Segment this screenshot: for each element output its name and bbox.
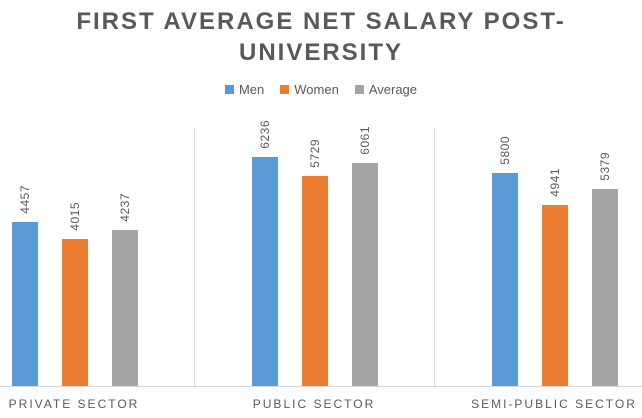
legend-label-average: Average — [368, 82, 418, 97]
legend-item-women: Women — [280, 82, 339, 97]
bar-average-public-sector — [352, 163, 378, 386]
legend-label-women: Women — [294, 82, 339, 97]
bar-men-private-sector — [12, 222, 38, 386]
category-divider — [194, 129, 195, 386]
data-label-women-private-sector: 4015 — [68, 202, 82, 231]
chart-title-line2: UNIVERSITY — [238, 39, 404, 66]
chart-title-line1: FIRST AVERAGE NET SALARY POST- — [76, 8, 566, 35]
data-label-women-semi-public-sector: 4941 — [548, 168, 562, 197]
category-label-public-sector: PUBLIC SECTOR — [252, 397, 376, 411]
bar-men-semi-public-sector — [492, 173, 518, 386]
legend-item-average: Average — [354, 82, 418, 97]
chart-title: FIRST AVERAGE NET SALARY POST- UNIVERSIT… — [0, 6, 642, 68]
legend-swatch-men-icon — [224, 85, 234, 94]
data-label-men-semi-public-sector: 5800 — [498, 136, 512, 165]
data-label-average-public-sector: 6061 — [358, 126, 372, 155]
legend-item-men: Men — [224, 82, 265, 97]
bar-average-semi-public-sector — [592, 189, 618, 386]
data-label-average-private-sector: 4237 — [118, 193, 132, 222]
bar-women-semi-public-sector — [542, 205, 568, 386]
data-label-men-public-sector: 6236 — [258, 120, 272, 149]
bar-men-public-sector — [252, 157, 278, 386]
data-label-women-public-sector: 5729 — [308, 139, 322, 168]
bar-women-public-sector — [302, 176, 328, 386]
bar-average-private-sector — [112, 230, 138, 386]
category-label-private-sector: PRIVATE SECTOR — [8, 397, 140, 411]
legend-label-men: Men — [238, 82, 265, 97]
legend-swatch-women-icon — [280, 85, 290, 94]
category-label-semi-public-sector: SEMI-PUBLIC SECTOR — [471, 397, 637, 411]
bar-women-private-sector — [62, 239, 88, 386]
category-divider — [434, 129, 435, 386]
legend-swatch-average-icon — [354, 85, 364, 94]
x-axis-line — [0, 386, 642, 387]
data-label-average-semi-public-sector: 5379 — [598, 152, 612, 181]
data-label-men-private-sector: 4457 — [18, 185, 32, 214]
legend: Men Women Average — [0, 82, 642, 97]
